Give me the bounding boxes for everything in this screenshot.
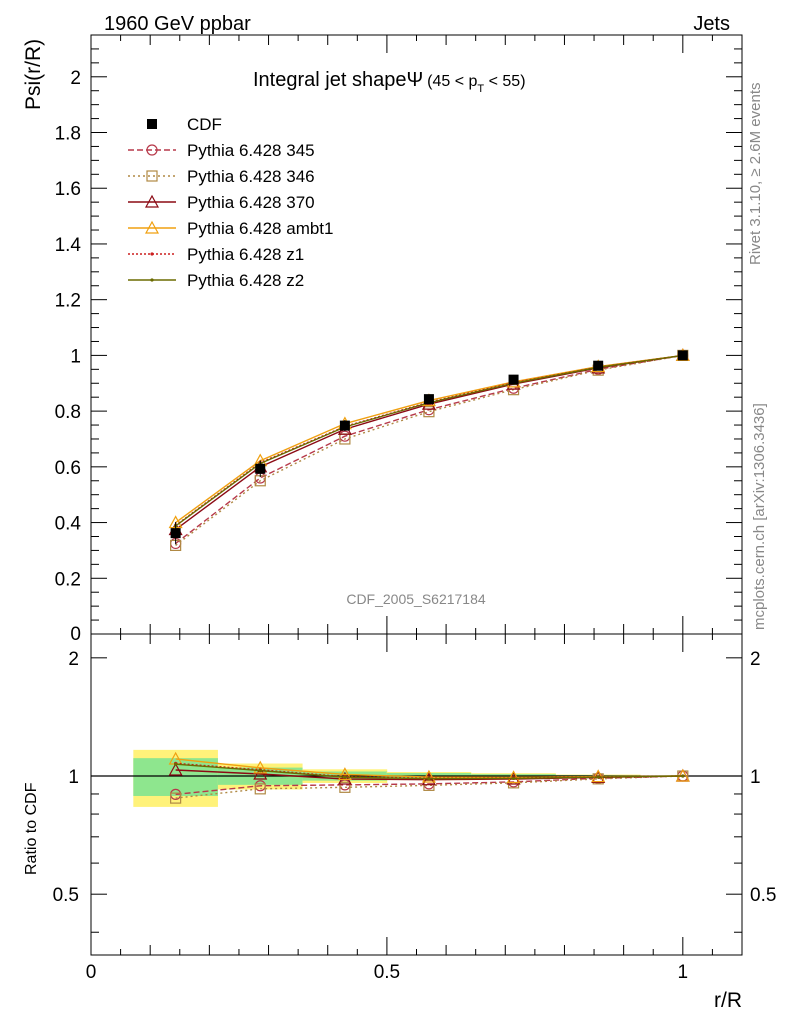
ratio-tick-label-right: 1	[750, 767, 761, 788]
y-tick-label: 0	[70, 624, 81, 645]
legend-label: CDF	[187, 115, 222, 134]
data-point	[677, 350, 688, 361]
data-point	[146, 170, 158, 182]
data-point	[593, 360, 604, 371]
x-tick-label: 1	[678, 962, 689, 983]
header-right: Jets	[693, 13, 730, 35]
data-point	[150, 278, 154, 282]
legend-label: Pythia 6.428 346	[187, 167, 315, 186]
data-point	[337, 767, 352, 781]
data-point	[146, 144, 158, 156]
data-point	[343, 775, 347, 779]
data-point	[421, 769, 436, 783]
series-line	[175, 354, 683, 546]
analysis-watermark: CDF_2005_S6217184	[346, 591, 486, 607]
data-point	[144, 220, 160, 234]
data-point	[681, 774, 685, 778]
data-point	[170, 792, 182, 804]
data-point	[427, 777, 431, 781]
series-line	[175, 354, 683, 524]
chart-title: Integral jet shapeΨ (45 < pT < 55)	[253, 69, 526, 95]
mcplots-label: mcplots.cern.ch [arXiv:1306.3436]	[751, 403, 768, 630]
legend-label: Pythia 6.428 345	[187, 141, 315, 160]
ratio-tick-label-right: 0.5	[750, 885, 776, 906]
y-tick-label: 0.4	[55, 514, 82, 535]
data-point	[170, 528, 181, 539]
legend: CDF Pythia 6.428 345 Pythia 6.428 346 Pythi…	[128, 115, 333, 290]
y-tick-label: 1.4	[55, 235, 82, 256]
data-point	[511, 776, 516, 781]
ratio-tick-label-left: 1	[68, 767, 79, 788]
series-line	[175, 354, 683, 527]
ratio-panel: 0 0.5 1 0.5 1 2 0.5 1 2	[53, 633, 776, 983]
data-point	[423, 406, 435, 418]
data-point	[144, 194, 160, 208]
rivet-label: Rivet 3.1.10, ≥ 2.6M events	[747, 83, 764, 266]
data-point	[339, 420, 350, 431]
data-point	[258, 769, 262, 773]
y-tick-label: 1.6	[55, 179, 81, 200]
series-line	[175, 354, 683, 545]
legend-label: Pythia 6.428 370	[187, 193, 315, 212]
series-ratio-line	[175, 775, 683, 799]
y-tick-label: 0.2	[55, 569, 81, 590]
x-tick-label: 0	[86, 962, 97, 983]
y-tick-label: 1.2	[55, 291, 81, 312]
data-point	[596, 775, 600, 779]
data-point	[255, 463, 266, 474]
data-point	[253, 766, 268, 780]
data-point	[147, 119, 157, 129]
main-panel: 0.2 0.4 0.6 0.8 1 1.2 1.4 1.6 1.8 2 0	[55, 34, 743, 645]
series-line	[175, 354, 683, 526]
data-point	[150, 252, 154, 256]
header-left: 1960 GeV ppbar	[104, 13, 251, 35]
y-tick-label: 2	[70, 68, 81, 89]
x-tick-label: 0.5	[374, 962, 400, 983]
data-point	[506, 770, 521, 784]
y-axis-label: Psi(r/R)	[22, 39, 45, 110]
data-point	[168, 762, 183, 776]
data-point	[254, 783, 266, 795]
data-point	[253, 760, 268, 774]
data-point	[339, 781, 351, 793]
y-tick-label: 1	[70, 346, 81, 367]
legend-label: Pythia 6.428 ambt1	[187, 219, 333, 238]
y-tick-label: 0.6	[55, 458, 81, 479]
data-point	[508, 374, 519, 385]
legend-label: Pythia 6.428 z2	[187, 271, 304, 290]
y-tick-label: 0.8	[55, 402, 81, 423]
data-point	[337, 771, 352, 785]
x-axis-label: r/R	[714, 989, 742, 1012]
ratio-tick-label-left: 2	[68, 649, 79, 670]
y-tick-label: 1.8	[55, 124, 81, 145]
ratio-tick-label-right: 2	[750, 649, 761, 670]
data-point	[423, 394, 434, 405]
ratio-axis-label: Ratio to CDF	[23, 782, 40, 875]
ratio-tick-label-left: 0.5	[53, 885, 79, 906]
legend-label: Pythia 6.428 z1	[187, 245, 304, 264]
data-point	[174, 762, 178, 766]
data-point	[591, 769, 606, 783]
series-line	[175, 354, 683, 531]
